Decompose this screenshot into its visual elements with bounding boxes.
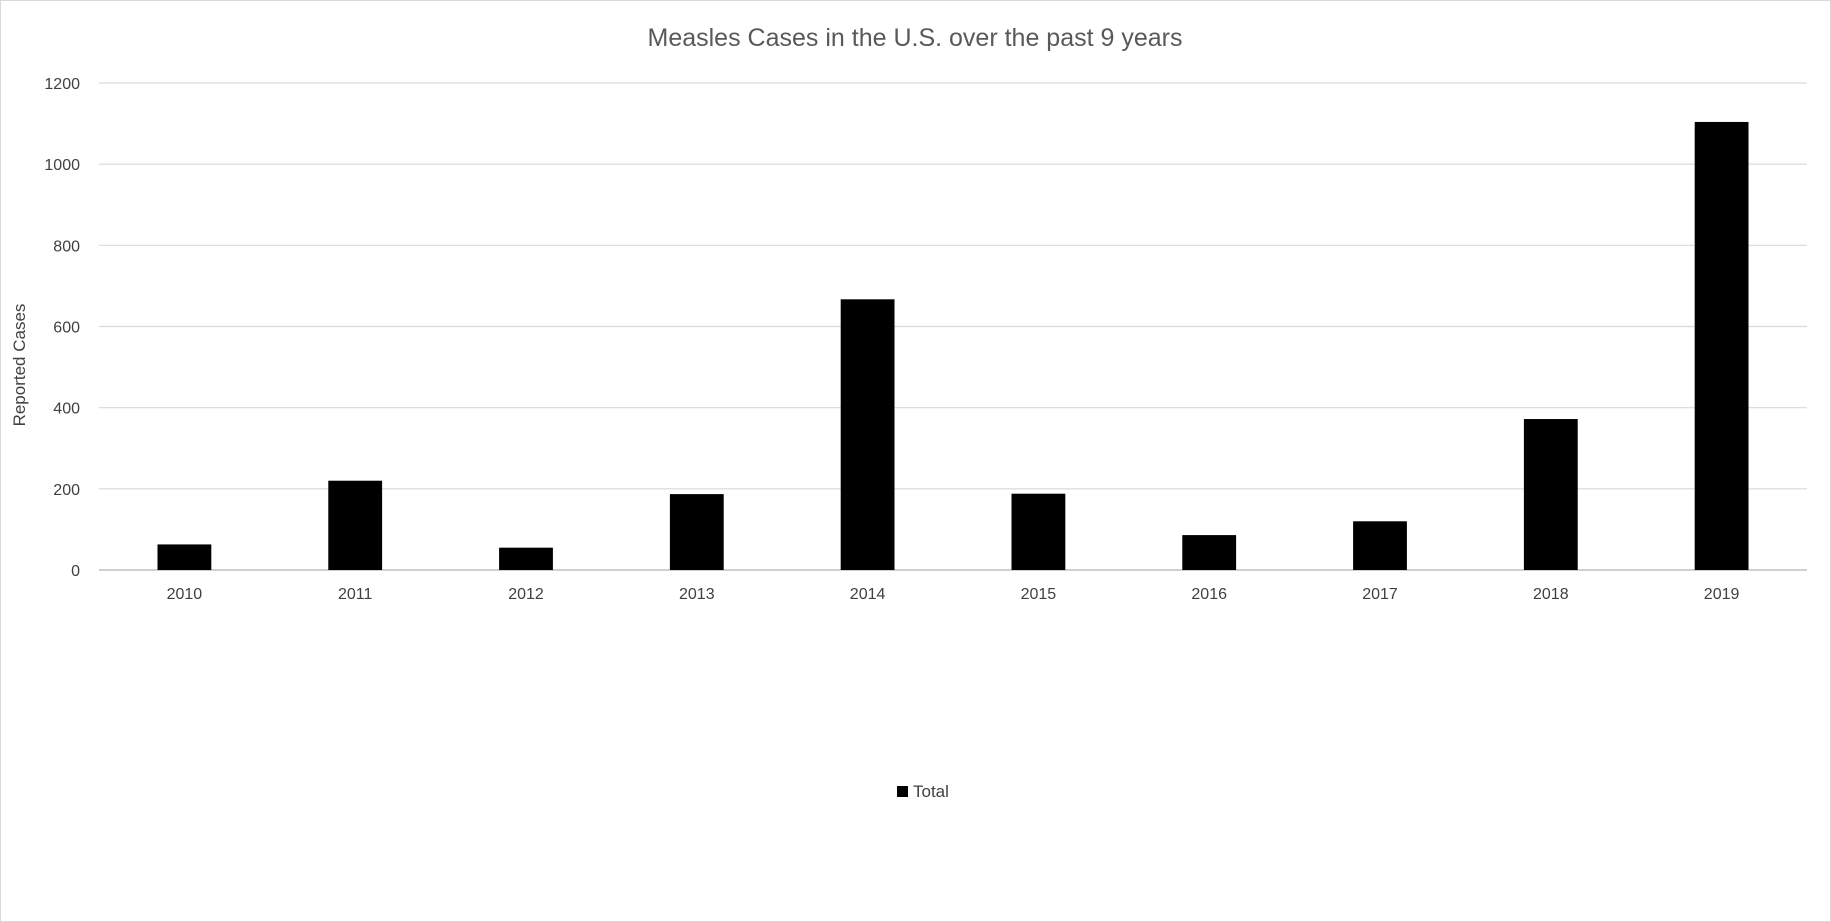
bar-2017 [1353,521,1407,570]
x-tick-label: 2017 [1362,586,1398,603]
y-tick-label: 0 [71,563,80,580]
y-axis-label: Reported Cases [10,304,29,427]
bar-2016 [1182,535,1237,570]
bar-2018 [1523,419,1578,570]
gridlines [99,82,1807,490]
y-tick-label: 400 [53,401,80,418]
x-tick-label: 2014 [850,586,886,603]
legend: Total [897,782,949,801]
chart-title: Measles Cases in the U.S. over the past … [648,24,1183,52]
y-tick-label: 1200 [44,76,80,93]
legend-label-total: Total [913,782,949,801]
bar-2010 [157,544,212,570]
bar-2014 [840,299,895,570]
bar-2013 [669,494,724,570]
x-tick-label: 2015 [1021,586,1057,603]
x-tick-label: 2013 [679,586,715,603]
y-tick-label: 200 [53,482,80,499]
y-tick-label: 600 [53,320,80,337]
y-tick-label: 1000 [44,157,80,174]
bar-2012 [499,547,553,570]
x-tick-label: 2010 [167,586,203,603]
x-tick-label: 2018 [1533,586,1569,603]
bar-2015 [1011,493,1066,570]
y-axis-ticks: 0 200 400 600 800 1000 1200 [44,76,80,580]
y-tick-label: 800 [53,238,80,255]
x-tick-label: 2016 [1191,586,1227,603]
bar-2011 [328,480,383,570]
legend-swatch-total [897,786,908,797]
bars [157,121,1749,571]
bar-2019 [1694,121,1749,571]
x-axis-ticks: 2010 2011 2012 2013 2014 2015 2016 2017 2018 2019 [167,586,1740,603]
x-tick-label: 2011 [338,586,373,603]
x-tick-label: 2019 [1704,586,1740,603]
x-tick-label: 2012 [508,586,544,603]
